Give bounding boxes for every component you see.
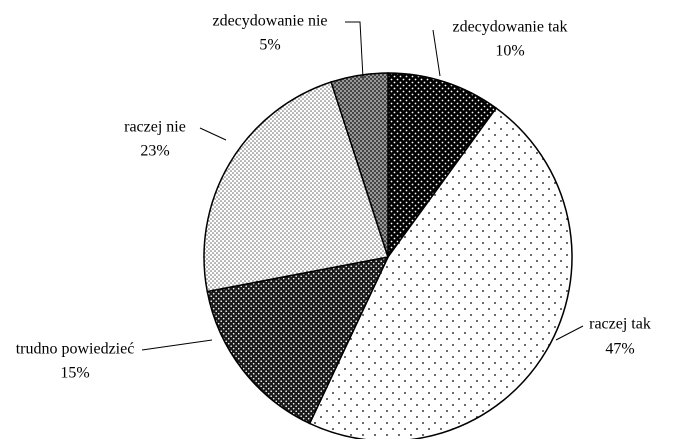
slice-label: zdecydowanie nie	[212, 13, 327, 30]
pie-slice	[206, 255, 390, 425]
pie-slice	[203, 81, 389, 293]
slice-label: trudno powiedzieć	[16, 341, 135, 358]
leader-line	[345, 21, 364, 79]
slice-value-label: 10%	[495, 43, 524, 60]
pie-slice	[330, 72, 389, 258]
slice-label: zdecydowanie tak	[452, 19, 567, 36]
leader-line	[555, 325, 584, 341]
slice-value-label: 23%	[140, 143, 169, 160]
slice-label: raczej nie	[124, 119, 186, 136]
pie-slice	[308, 107, 573, 439]
pie	[203, 72, 573, 439]
slice-label: raczej tak	[589, 316, 651, 333]
leader-line	[141, 339, 213, 351]
pie-slice	[387, 72, 498, 260]
slice-value-label: 47%	[605, 341, 634, 358]
slice-value-label: 5%	[259, 37, 280, 54]
slice-value-label: 15%	[60, 365, 89, 382]
leader-line	[432, 29, 441, 77]
leader-line	[199, 127, 227, 141]
